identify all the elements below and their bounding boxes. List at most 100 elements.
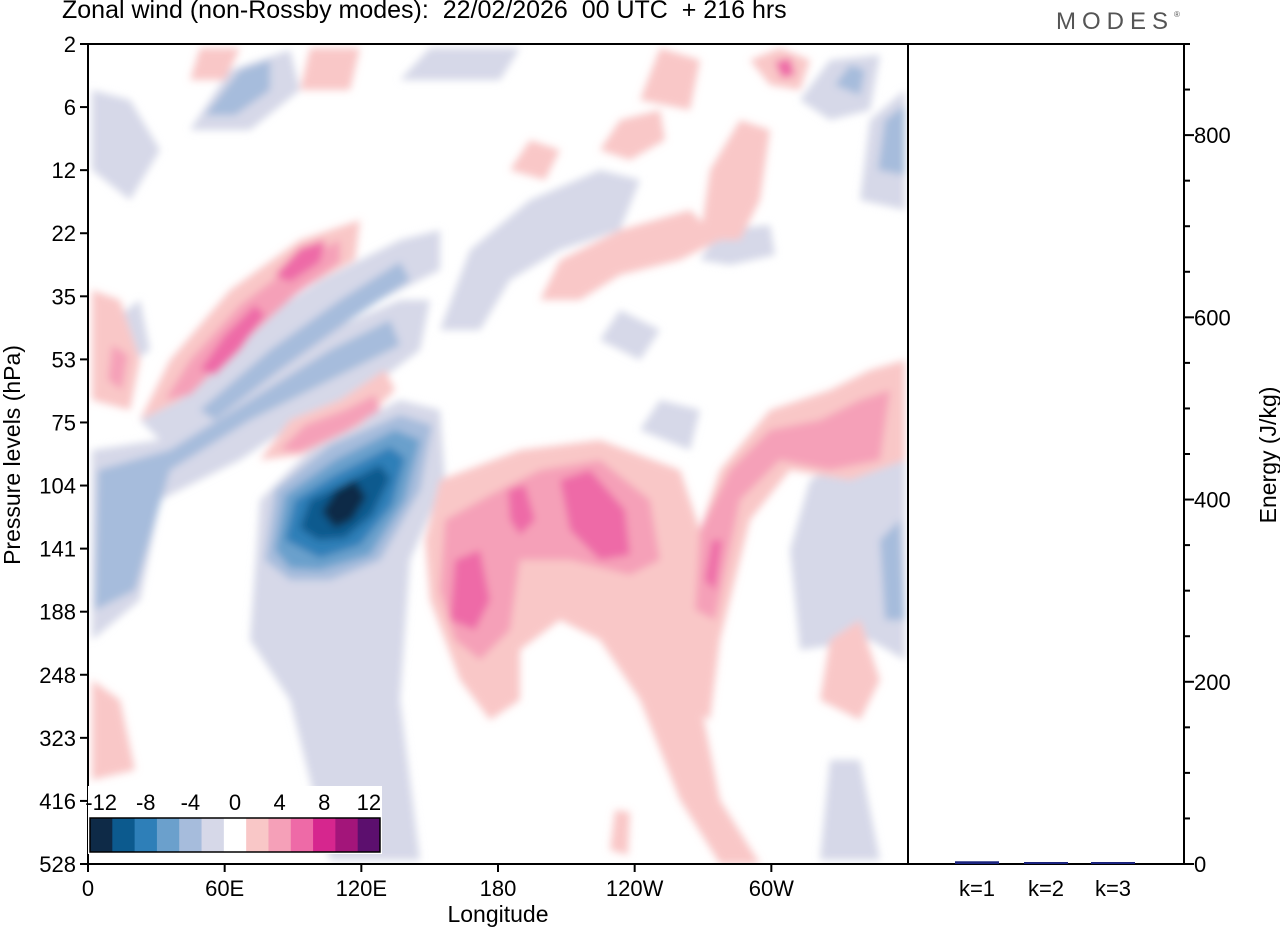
colorbar-swatch <box>335 818 359 852</box>
y-tick-label: 416 <box>39 789 76 814</box>
pos-band-upper-center <box>540 210 720 300</box>
neg-band-lower-east-core <box>880 520 905 620</box>
colorbar-tick-label: 4 <box>273 790 285 815</box>
energy-category-label: k=2 <box>1028 876 1064 901</box>
pos-region-central-5 <box>508 485 535 535</box>
energy-bars: k=1 k=2 k=3 <box>955 861 1135 901</box>
pos-band-upper-west-core <box>275 240 325 282</box>
pos-band-bottom-west <box>92 680 135 780</box>
energy-tick-label: 400 <box>1194 488 1231 513</box>
y-tick-label: 75 <box>52 410 76 435</box>
energy-axis: 0 200 400 600 800 <box>1184 43 1231 877</box>
colorbar-swatch <box>134 818 158 852</box>
neg-band-upper-west-core <box>205 60 270 115</box>
y-tick-label: 188 <box>39 600 76 625</box>
colorbar-tick-label: -8 <box>136 790 156 815</box>
pos-band-east-tilt-2 <box>695 390 890 620</box>
neg-band-center-low <box>640 400 700 450</box>
neg-jet-core <box>322 480 366 528</box>
y-tick-label: 141 <box>39 537 76 562</box>
energy-tick-label: 0 <box>1194 852 1206 877</box>
pos-band-east-tilt-core <box>705 540 722 590</box>
colorbar-swatch <box>290 818 314 852</box>
pos-band-below-jet-core <box>280 395 380 452</box>
energy-tick-label: 200 <box>1194 670 1231 695</box>
colorbar-swatch <box>112 818 136 852</box>
energy-category-label: k=1 <box>959 876 995 901</box>
heatmap-contours <box>92 48 905 864</box>
y-tick-label: 2 <box>64 32 76 57</box>
x-tick-label: 60E <box>205 876 244 901</box>
colorbar-swatch <box>313 818 336 852</box>
pos-band-top-center <box>300 48 360 90</box>
logo-trademark: ® <box>1174 10 1180 19</box>
colorbar-swatch <box>156 818 180 852</box>
neg-band-right-low <box>820 760 880 860</box>
energy-bar <box>1091 862 1135 864</box>
colorbar-swatch <box>246 818 269 852</box>
x-tick-label: 60W <box>749 876 794 901</box>
neg-band-top-center <box>400 48 520 80</box>
neg-band-lower-east <box>790 440 905 660</box>
colorbar-tick-label: 12 <box>357 790 381 815</box>
logo-text: MODES <box>1056 8 1175 35</box>
energy-bar <box>955 861 999 864</box>
pos-band-upper-west-3 <box>200 305 265 375</box>
colorbar-frame <box>89 817 381 853</box>
colorbar: -12 -8 -4 0 4 8 12 <box>85 786 382 854</box>
pos-band-small-1 <box>510 140 560 180</box>
neg-band-upper-east <box>440 170 640 330</box>
neg-band-mid-center <box>600 310 660 360</box>
pos-band-top-west <box>190 48 240 80</box>
colorbar-swatch <box>179 818 203 852</box>
colorbar-tick-label: -12 <box>85 790 117 815</box>
neg-band-far-west <box>92 90 160 200</box>
y-tick-label: 12 <box>52 158 76 183</box>
longitude-axis: 0 60E 120E 180 120W 60W <box>82 864 794 901</box>
pos-band-center-right <box>600 110 665 160</box>
pos-band-far-west-core <box>108 345 128 390</box>
pos-band-top-right-core <box>775 58 795 78</box>
colorbar-tick-label: -4 <box>181 790 201 815</box>
y-tick-label: 22 <box>52 221 76 246</box>
pos-band-small-2 <box>610 810 630 855</box>
x-tick-label: 120W <box>606 876 664 901</box>
energy-bar <box>1024 862 1068 864</box>
neg-band-mid-tilt-core <box>200 262 410 420</box>
y-tick-label: 104 <box>39 474 76 499</box>
neg-band-top-east-core <box>878 105 905 175</box>
pos-band-top-center-2 <box>640 48 700 110</box>
heatmap-field <box>88 44 908 864</box>
pressure-axis: 2 6 12 22 35 53 75 104 141 188 248 323 416 528 <box>39 32 88 877</box>
neg-band-top-right-core <box>835 65 865 95</box>
energy-axis-label: Energy (J/kg) <box>1255 387 1280 524</box>
x-tick-label: 180 <box>480 876 517 901</box>
y-tick-label: 528 <box>39 852 76 877</box>
colorbar-swatch <box>223 818 247 852</box>
neg-band-lower-west-core <box>95 320 400 610</box>
y-tick-label: 35 <box>52 284 76 309</box>
y-tick-label: 6 <box>64 95 76 120</box>
y-tick-label: 248 <box>39 663 76 688</box>
energy-tick-label: 600 <box>1194 305 1231 330</box>
chart-title: Zonal wind (non-Rossby modes): 22/02/202… <box>62 0 787 24</box>
y-tick-label: 53 <box>52 347 76 372</box>
neg-band-lower-west <box>92 300 430 640</box>
pos-region-central-3 <box>450 550 490 630</box>
y-tick-label: 323 <box>39 726 76 751</box>
energy-category-label: k=3 <box>1095 876 1131 901</box>
x-axis-label: Longitude <box>447 901 548 927</box>
energy-tick-label: 800 <box>1194 123 1231 148</box>
pos-band-bottom-right <box>820 620 880 720</box>
x-tick-label: 0 <box>82 876 94 901</box>
pos-band-upper-right <box>700 120 770 240</box>
pos-region-central-4 <box>560 470 630 560</box>
colorbar-swatch <box>268 818 292 852</box>
colorbar-swatch <box>90 818 113 852</box>
colorbar-swatch <box>201 818 225 852</box>
colorbar-tick-label: 0 <box>229 790 241 815</box>
x-tick-label: 120E <box>336 876 387 901</box>
colorbar-swatch <box>357 818 381 852</box>
neg-band-mid-tilt <box>140 230 440 440</box>
